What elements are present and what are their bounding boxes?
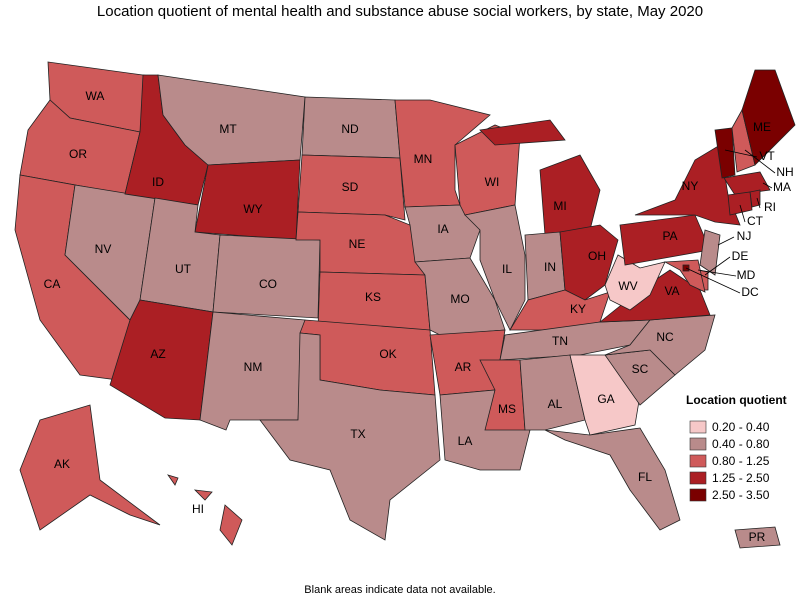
states [14, 61, 796, 549]
state-label: GA [597, 392, 614, 406]
callout-line [697, 269, 737, 277]
state-label: RI [764, 200, 776, 214]
state [734, 526, 781, 549]
state-label: UT [175, 262, 192, 276]
state-label: NC [656, 330, 674, 344]
callout-line [717, 236, 735, 246]
legend-swatch [689, 488, 707, 502]
state-label: MS [498, 402, 516, 416]
callout-line [724, 149, 758, 158]
state [663, 259, 706, 293]
state-label: NM [244, 360, 263, 374]
callout-line [685, 267, 741, 294]
state-labels: WA OR CA NV ID MT WY UT CO AZ NM ND SD NE KS OK TX MN IA MO… [44, 89, 794, 544]
state-label: MI [553, 199, 566, 213]
state-label: IL [502, 262, 512, 276]
state-label: LA [458, 434, 473, 448]
state-label: SC [632, 362, 649, 376]
legend-label: 2.50 - 3.50 [712, 488, 770, 502]
map-title: Location quotient of mental health and s… [97, 3, 703, 20]
state-label: TN [552, 334, 568, 348]
legend-swatch [689, 437, 707, 451]
state-label: MA [773, 180, 791, 194]
callout-line [762, 182, 773, 189]
state [479, 119, 601, 236]
state-label: KY [570, 302, 586, 316]
state [259, 332, 441, 541]
state [604, 254, 666, 311]
state-label: FL [638, 470, 652, 484]
state-label: NJ [737, 229, 752, 243]
state [699, 229, 721, 276]
state-label: PA [662, 229, 677, 243]
state-label: WV [618, 279, 637, 293]
state-label: CO [259, 277, 277, 291]
state-label: MD [737, 268, 756, 282]
state-label: ME [753, 120, 771, 134]
callout-line [756, 197, 761, 209]
callout-line [744, 149, 776, 174]
state-label: OH [588, 249, 606, 263]
note: Blank areas indicate data not available. [304, 584, 495, 596]
legend-label: 0.40 - 0.80 [712, 437, 770, 451]
legend-label: 0.80 - 1.25 [712, 454, 770, 468]
state [727, 191, 753, 216]
state-label: DE [732, 249, 749, 263]
state [544, 427, 681, 531]
state-label: NY [682, 179, 699, 193]
state-label: AR [455, 360, 472, 374]
state [167, 474, 243, 546]
state-label: AK [54, 457, 70, 471]
legend-title: Location quotient [686, 393, 787, 407]
state-label: KS [365, 290, 381, 304]
state-label: ID [152, 175, 164, 189]
legend-swatch [689, 471, 707, 485]
state-label: OR [69, 147, 87, 161]
state [194, 159, 301, 241]
callout-line [739, 204, 746, 223]
state-label: WI [485, 175, 500, 189]
state-label: TX [350, 427, 365, 441]
state [723, 171, 771, 196]
legend-label: 1.25 - 2.50 [712, 471, 770, 485]
state-label: IN [544, 260, 556, 274]
state-label: MO [450, 292, 469, 306]
state-label: NH [776, 165, 793, 179]
state-label: NE [349, 237, 366, 251]
state-label: MT [219, 122, 237, 136]
state-label: WY [243, 202, 262, 216]
state [19, 404, 161, 531]
state [479, 359, 526, 431]
state [394, 99, 491, 208]
state-label: PR [749, 530, 766, 544]
state-label: HI [192, 502, 204, 516]
state-label: OK [379, 347, 396, 361]
state-label: IA [437, 222, 448, 236]
state-label: AZ [150, 347, 165, 361]
state-label: CT [747, 214, 764, 228]
state-label: CA [44, 277, 61, 291]
state [519, 354, 586, 431]
state [297, 154, 406, 221]
legend-swatch [689, 420, 707, 434]
state-label: SD [342, 180, 359, 194]
state [714, 127, 736, 179]
state-label: VT [759, 149, 775, 163]
state-label: AL [548, 397, 563, 411]
state-label: VA [664, 284, 679, 298]
state-label: MN [414, 152, 433, 166]
state-label: DC [741, 285, 759, 299]
legend-swatch [689, 454, 707, 468]
state-label: ND [341, 122, 359, 136]
state-label: WA [86, 89, 105, 103]
legend-label: 0.20 - 0.40 [712, 420, 770, 434]
state-label: NV [95, 242, 112, 256]
